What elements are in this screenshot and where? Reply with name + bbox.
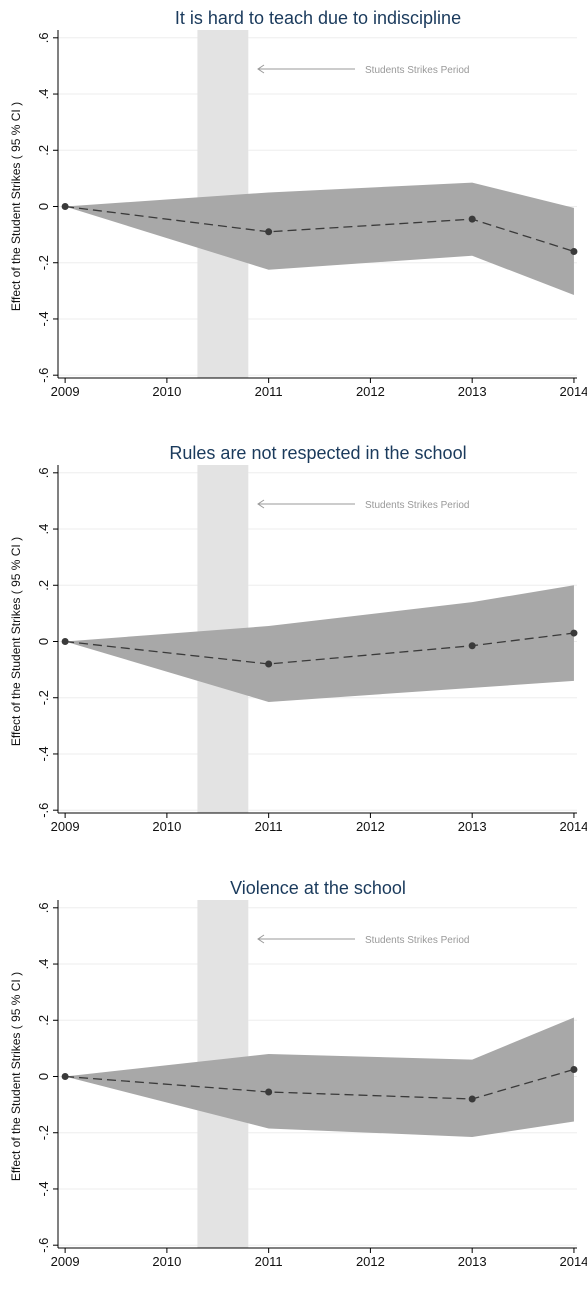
chart: Violence at the school Effect of the Stud… bbox=[9, 878, 587, 1269]
effect-line bbox=[65, 1068, 575, 1100]
effect-point bbox=[61, 1073, 69, 1080]
annotation: Students Strikes Period bbox=[365, 65, 470, 76]
y-axis-label: Effect of the Student Strikes ( 95 % CI … bbox=[9, 102, 23, 311]
chart-title: Rules are not respected in the school bbox=[169, 443, 466, 463]
x-tick-label: 2011 bbox=[255, 384, 283, 399]
y-tick-label: .2 bbox=[36, 145, 51, 156]
effect-point bbox=[61, 638, 69, 645]
y-tick-label: -.6 bbox=[36, 368, 51, 383]
x-tick-label: 2012 bbox=[356, 819, 385, 834]
y-tick-label: .2 bbox=[36, 580, 51, 591]
x-tick-label: 2009 bbox=[51, 384, 80, 399]
x-tick-label: 2011 bbox=[255, 1254, 283, 1269]
chart-title: Violence at the school bbox=[230, 878, 406, 898]
x-tick-label: 2014 bbox=[559, 384, 587, 399]
annotation: Students Strikes Period bbox=[365, 935, 470, 946]
y-tick-label: .4 bbox=[36, 89, 51, 100]
y-tick-label: .6 bbox=[36, 902, 51, 913]
y-axis-label: Effect of the Student Strikes ( 95 % CI … bbox=[9, 972, 23, 1181]
effect-point bbox=[468, 215, 476, 223]
effect-point bbox=[570, 247, 578, 255]
x-tick-label: 2010 bbox=[152, 384, 181, 399]
y-tick-label: .6 bbox=[36, 32, 51, 43]
effect-point bbox=[468, 642, 476, 650]
effect-point bbox=[468, 1095, 476, 1103]
effect-point bbox=[265, 1088, 273, 1096]
effect-line bbox=[65, 632, 575, 665]
y-tick-label: -.2 bbox=[36, 690, 51, 705]
effect-point bbox=[61, 203, 69, 210]
y-tick-label: .2 bbox=[36, 1015, 51, 1026]
y-tick-label: .4 bbox=[36, 959, 51, 970]
effect-point bbox=[265, 660, 273, 668]
confidence-band bbox=[65, 585, 574, 702]
x-tick-label: 2014 bbox=[559, 1254, 587, 1269]
x-tick-label: 2012 bbox=[356, 384, 385, 399]
x-tick-label: 2009 bbox=[51, 819, 80, 834]
y-tick-label: 0 bbox=[36, 1073, 51, 1080]
y-tick-label: -.4 bbox=[36, 311, 51, 326]
y-tick-label: -.6 bbox=[36, 1238, 51, 1253]
y-tick-label: 0 bbox=[36, 203, 51, 210]
confidence-band bbox=[65, 182, 574, 296]
confidence-band bbox=[65, 1017, 574, 1137]
chart-title: It is hard to teach due to indiscipline bbox=[175, 8, 461, 28]
x-tick-label: 2013 bbox=[458, 819, 487, 834]
y-tick-label: -.2 bbox=[36, 255, 51, 270]
annotation-arrowhead bbox=[257, 934, 265, 944]
x-tick-label: 2010 bbox=[152, 819, 181, 834]
effect-point bbox=[570, 1065, 578, 1073]
y-tick-label: .4 bbox=[36, 524, 51, 535]
x-tick-label: 2010 bbox=[152, 1254, 181, 1269]
x-tick-label: 2011 bbox=[255, 819, 283, 834]
x-tick-label: 2014 bbox=[559, 819, 587, 834]
annotation-arrowhead bbox=[257, 64, 265, 74]
effect-point bbox=[265, 228, 273, 236]
y-tick-label: -.6 bbox=[36, 803, 51, 818]
y-tick-label: -.4 bbox=[36, 1181, 51, 1196]
effect-line bbox=[65, 205, 575, 253]
y-axis-label: Effect of the Student Strikes ( 95 % CI … bbox=[9, 537, 23, 746]
y-tick-label: .6 bbox=[36, 467, 51, 478]
effect-point bbox=[570, 629, 578, 637]
x-tick-label: 2012 bbox=[356, 1254, 385, 1269]
annotation-arrowhead bbox=[257, 499, 265, 509]
x-tick-label: 2009 bbox=[51, 1254, 80, 1269]
y-tick-label: 0 bbox=[36, 638, 51, 645]
annotation: Students Strikes Period bbox=[365, 500, 470, 511]
x-tick-label: 2013 bbox=[458, 1254, 487, 1269]
chart: Rules are not respected in the school Eff… bbox=[9, 443, 587, 834]
y-tick-label: -.2 bbox=[36, 1125, 51, 1140]
chart: It is hard to teach due to indiscipline E… bbox=[9, 8, 587, 399]
y-tick-label: -.4 bbox=[36, 746, 51, 761]
x-tick-label: 2013 bbox=[458, 384, 487, 399]
